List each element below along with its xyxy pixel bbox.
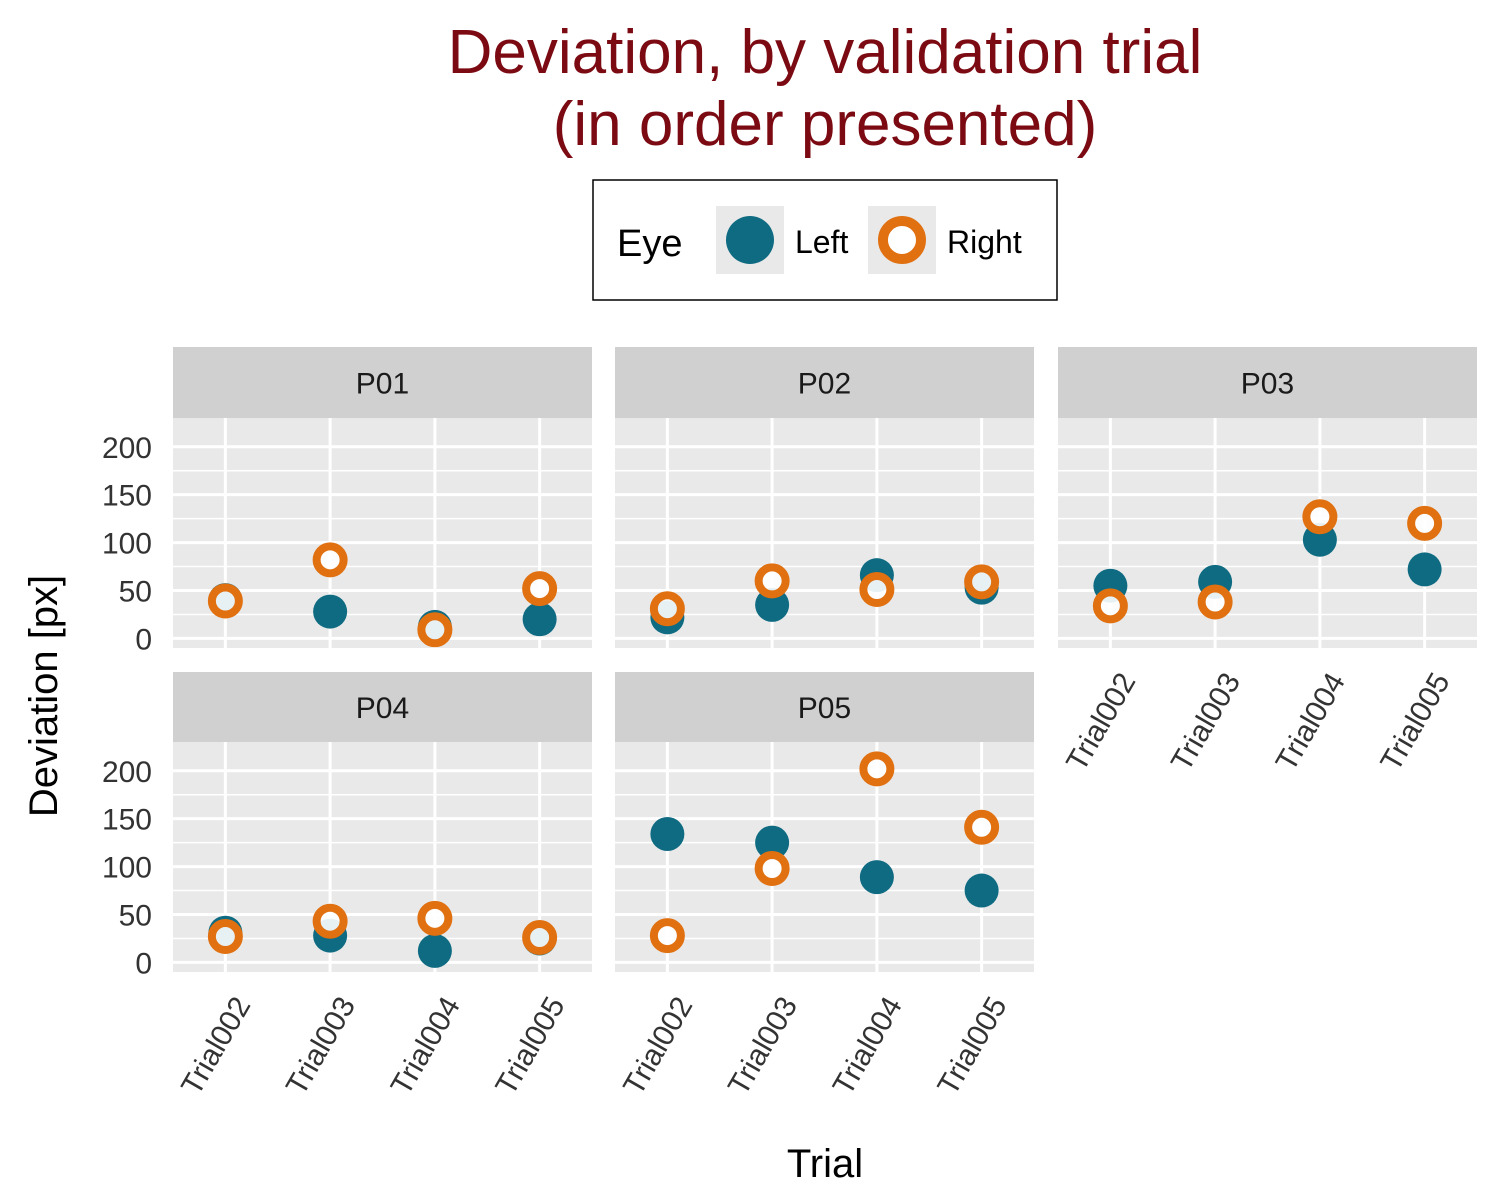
chart-title-line-2: (in order presented) — [553, 90, 1098, 159]
legend-label-right: Right — [947, 224, 1022, 260]
x-axis-label: Trial — [787, 1142, 863, 1186]
point-right — [754, 851, 790, 886]
y-axis-label: Deviation [px] — [22, 575, 66, 817]
y-tick-label: 0 — [135, 623, 152, 656]
panel-p05: P05 Trial002 Trial003 Trial004 Trial005 — [615, 672, 1034, 1101]
point-right — [312, 903, 348, 939]
facet-strip — [173, 672, 592, 742]
point-right — [1197, 584, 1233, 620]
panel-p04: P04 0 50 100 150 200 Trial002 Trial003 Trial004 T… — [102, 672, 592, 1101]
point-right — [649, 918, 685, 954]
x-tick-label: Trial005 — [489, 991, 571, 1100]
x-tick-label: Trial004 — [1270, 667, 1352, 776]
point-right — [649, 591, 685, 627]
point-right — [1092, 588, 1128, 624]
facet-strip-label: P03 — [1241, 368, 1294, 401]
panels: P01 0 50 100 150 200 P02 P03 Trial002 Trial003 Tri… — [102, 347, 1477, 1101]
point-right — [1302, 499, 1338, 535]
facet-strip — [173, 347, 592, 418]
point-right — [207, 919, 243, 955]
y-tick-label: 50 — [119, 900, 152, 933]
point-right — [207, 583, 243, 619]
point-right — [1407, 505, 1443, 541]
point-right — [522, 920, 558, 955]
point-left — [650, 817, 685, 851]
facet-strip — [615, 672, 1034, 742]
facet-strip-label: P04 — [356, 692, 409, 725]
facet-strip-label: P01 — [356, 368, 409, 401]
legend-key-left-marker — [726, 216, 774, 264]
facet-strip — [1058, 347, 1477, 418]
panel-background — [1058, 418, 1477, 648]
point-right — [417, 612, 453, 648]
point-left — [522, 602, 557, 637]
legend-box — [592, 179, 1058, 301]
point-right — [522, 571, 558, 607]
x-tick-label: Trial004 — [385, 991, 467, 1100]
x-tick-label: Trial003 — [1165, 667, 1247, 776]
panel-background — [173, 742, 592, 972]
point-right — [859, 751, 895, 787]
panel-p01: P01 0 50 100 150 200 — [102, 347, 592, 656]
point-left — [755, 825, 790, 860]
x-tick-label: Trial002 — [175, 991, 257, 1100]
chart-title-line-1: Deviation, by validation trial — [448, 18, 1203, 87]
x-tick-label: Trial003 — [722, 991, 804, 1100]
x-tick-label: Trial002 — [617, 991, 699, 1100]
facet-strip — [615, 347, 1034, 418]
y-tick-label: 200 — [102, 432, 152, 465]
point-right — [312, 542, 348, 578]
panel-background — [615, 742, 1034, 972]
point-left — [964, 873, 999, 908]
facet-strip-label: P02 — [798, 368, 851, 401]
point-right — [964, 564, 1000, 600]
x-tick-label: Trial005 — [1374, 667, 1456, 776]
point-left — [417, 933, 452, 968]
legend-title: Eye — [617, 223, 682, 265]
legend-label-left: Left — [795, 224, 848, 260]
panel-background — [173, 418, 592, 648]
point-right — [754, 563, 790, 599]
x-tick-label: Trial003 — [280, 991, 362, 1100]
y-tick-label: 100 — [102, 852, 152, 885]
y-tick-label: 50 — [119, 576, 152, 609]
x-tick-label: Trial004 — [827, 991, 909, 1100]
point-right — [964, 809, 1000, 845]
y-tick-label: 100 — [102, 528, 152, 561]
y-tick-label: 200 — [102, 756, 152, 789]
legend: Eye Left Right — [592, 179, 1058, 301]
y-tick-label: 150 — [102, 804, 152, 837]
y-tick-label: 0 — [135, 947, 152, 980]
point-right — [859, 572, 895, 608]
facet-strip-label: P05 — [798, 692, 851, 725]
x-tick-label: Trial002 — [1060, 667, 1142, 776]
point-left — [313, 594, 348, 629]
legend-key-right-marker — [878, 216, 926, 264]
point-left — [755, 587, 790, 622]
x-tick-label: Trial005 — [931, 991, 1013, 1100]
y-tick-label: 150 — [102, 480, 152, 513]
point-right — [417, 900, 453, 936]
point-left — [1407, 552, 1442, 587]
panel-p02: P02 — [615, 347, 1034, 648]
point-left — [859, 860, 894, 895]
panel-p03: P03 Trial002 Trial003 Trial004 Trial005 — [1058, 347, 1477, 777]
